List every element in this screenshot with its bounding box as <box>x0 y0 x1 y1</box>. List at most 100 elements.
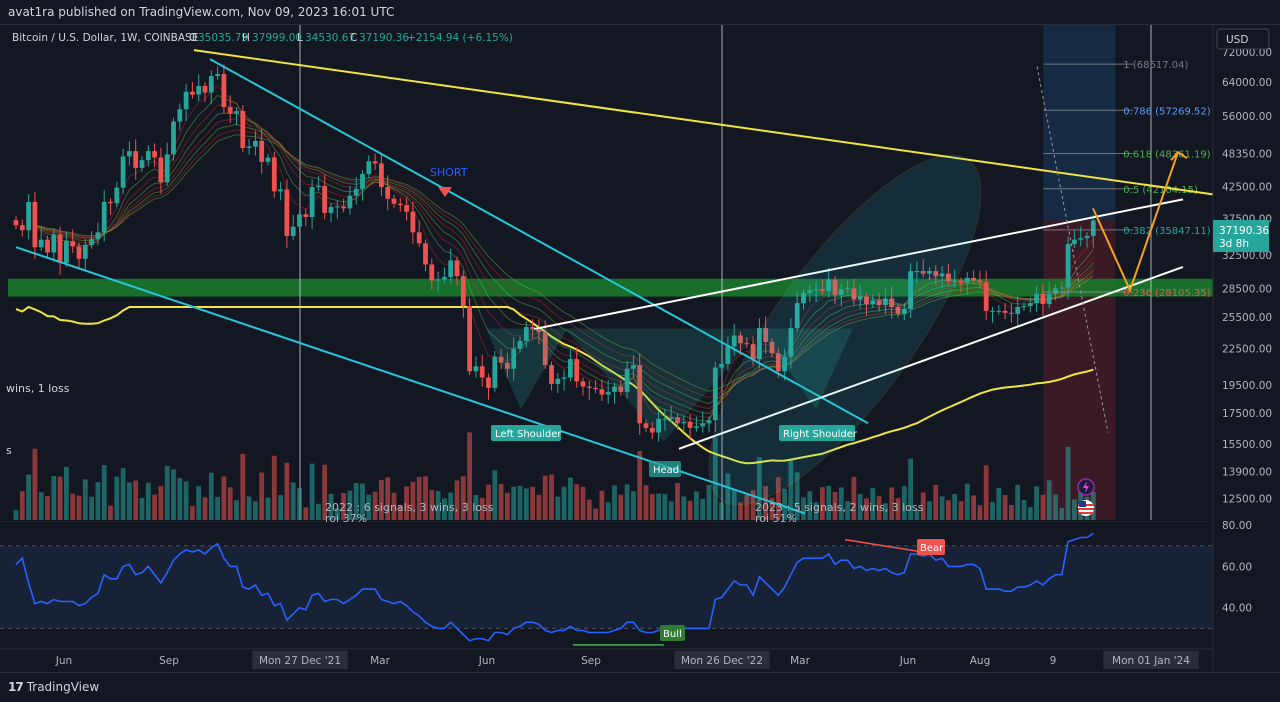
volume-bar <box>517 485 523 520</box>
candle-body <box>164 154 170 183</box>
tradingview-logo[interactable]: 17 TradingView <box>8 673 99 702</box>
volume-bar <box>303 507 309 520</box>
ema-ribbon-line <box>34 129 1094 399</box>
candle-body <box>775 353 781 372</box>
candle-body <box>1090 220 1096 236</box>
rsi-tick: 80.00 <box>1222 520 1252 532</box>
candle-body <box>946 273 951 282</box>
candle-body <box>309 187 315 218</box>
candle-body <box>435 279 441 281</box>
candle-body <box>152 151 157 158</box>
candle-body <box>668 417 674 419</box>
candle-body <box>731 335 737 347</box>
candle-body <box>820 289 825 292</box>
chart-area[interactable]: 1 (68617.04) 0.786 (57269.52) 0.618 (48361… <box>0 25 1280 672</box>
volume-bar <box>725 473 731 520</box>
volume-bar <box>637 451 643 520</box>
candle-body <box>725 346 731 364</box>
volume-bar <box>145 482 151 520</box>
volume-bar <box>334 508 340 520</box>
volume-bar <box>807 491 813 520</box>
volume-bar <box>580 486 586 520</box>
volume-bar <box>353 483 359 520</box>
volume-bar <box>555 496 561 520</box>
time-tick-highlight <box>674 651 770 669</box>
volume-bar <box>624 484 630 520</box>
volume-bar <box>681 496 687 520</box>
volume-bar <box>643 485 649 520</box>
volume-bar <box>996 488 1002 520</box>
volume-bar <box>838 487 844 520</box>
volume-bar <box>234 500 239 520</box>
volume-bar <box>1027 507 1033 520</box>
candle-body <box>177 109 183 122</box>
us-flag-icon <box>1078 500 1094 516</box>
rsi-line[interactable] <box>15 532 1094 642</box>
time-tick: Sep <box>581 655 601 667</box>
volume-bar <box>920 492 926 520</box>
volume-bar <box>208 472 214 520</box>
volume-bar <box>618 494 624 520</box>
volume-bar <box>750 490 756 520</box>
candle-body <box>70 241 76 247</box>
candle-body <box>757 328 762 360</box>
candle-body <box>851 288 857 300</box>
volume-bar <box>360 483 365 520</box>
price-tick: 28500.00 <box>1222 283 1272 295</box>
stats-left-label-2: s <box>6 444 12 457</box>
candle-body <box>656 418 661 433</box>
volume-bar <box>259 472 265 520</box>
candle-body <box>782 356 787 372</box>
candle-body <box>700 423 706 427</box>
volume-bar <box>964 483 970 520</box>
candle-body <box>536 329 542 333</box>
price-tick: 72000.00 <box>1222 47 1272 59</box>
volume-bar <box>631 491 636 520</box>
volume-bar <box>120 468 126 520</box>
volume-bar <box>511 486 517 520</box>
volume-bar <box>593 508 598 520</box>
tradingview-logo-mark: 17 <box>8 680 24 694</box>
candle-body <box>13 220 19 226</box>
candle-body <box>813 289 819 291</box>
volume-bar <box>757 457 762 520</box>
candle-body <box>278 189 283 192</box>
candle-body <box>744 343 750 345</box>
candle-body <box>416 232 422 244</box>
candle-body <box>486 377 491 388</box>
volume-bar <box>1072 499 1077 520</box>
candle-body <box>990 310 995 312</box>
volume-bar <box>763 486 769 520</box>
time-tick: Mon 27 Dec '21 <box>259 655 341 667</box>
price-tick: 12500.00 <box>1222 494 1272 506</box>
volume-bar <box>246 496 252 520</box>
time-tick: Mon 01 Jan '24 <box>1112 655 1190 667</box>
volume-bar <box>599 490 605 520</box>
candle-body <box>316 185 321 188</box>
wedge-upper-line <box>533 198 1184 331</box>
volume-bar <box>971 495 976 520</box>
candle-body <box>920 271 926 274</box>
candle-body <box>580 381 586 387</box>
candle-body <box>391 198 397 204</box>
volume-bar <box>45 496 50 520</box>
candle-body <box>498 356 504 363</box>
bar-countdown: 3d 8h <box>1219 238 1249 250</box>
volume-bar <box>64 466 69 520</box>
volume-bar <box>794 472 800 520</box>
candle-body <box>845 288 850 290</box>
bolt-icon[interactable] <box>1077 478 1095 496</box>
current-price: 37190.36 <box>1219 225 1269 237</box>
price-tick: 32500.00 <box>1222 250 1272 262</box>
candle-body <box>883 298 888 306</box>
currency-button[interactable]: USD <box>1216 28 1270 50</box>
fib-label-1: 0.786 (57269.52) <box>1123 106 1210 117</box>
volume-bar <box>164 465 170 520</box>
volume-bar <box>1034 486 1039 520</box>
time-tick: Mar <box>790 655 810 667</box>
volume-bar <box>977 505 983 520</box>
left-shoulder-tag: Left Shoulder <box>491 425 562 441</box>
volume-bar <box>297 488 302 520</box>
candle-body <box>1002 310 1008 313</box>
low-label: L <box>297 32 303 44</box>
